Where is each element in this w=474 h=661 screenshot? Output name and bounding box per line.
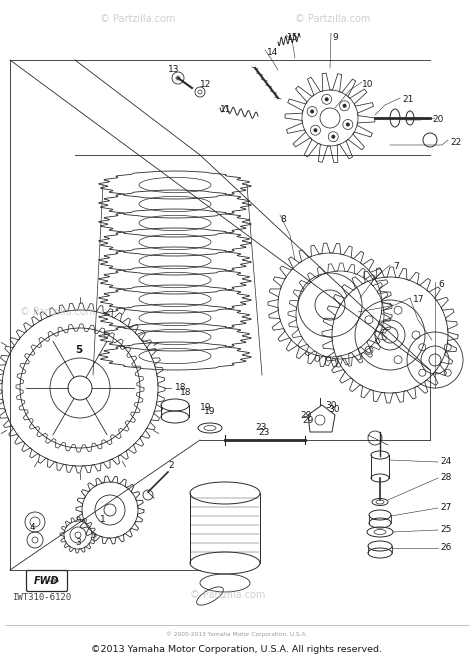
Text: 29: 29	[302, 416, 313, 425]
Text: 7: 7	[393, 262, 399, 271]
Text: 8: 8	[280, 215, 286, 224]
Text: 14: 14	[267, 48, 278, 57]
Text: 19: 19	[200, 403, 211, 412]
Circle shape	[343, 104, 346, 108]
Text: 27: 27	[440, 504, 451, 512]
Text: 5: 5	[75, 345, 82, 355]
Text: 21: 21	[402, 95, 413, 104]
Text: 29: 29	[300, 411, 311, 420]
Text: 2: 2	[168, 461, 173, 470]
Text: 19: 19	[204, 407, 216, 416]
Text: 18: 18	[180, 388, 191, 397]
Circle shape	[346, 122, 350, 126]
Text: © Partzilla.com: © Partzilla.com	[100, 14, 175, 24]
Circle shape	[310, 110, 314, 114]
Text: © Partzilla.com: © Partzilla.com	[295, 14, 370, 24]
Text: ©2013 Yamaha Motor Corporation, U.S.A. All rights reserved.: ©2013 Yamaha Motor Corporation, U.S.A. A…	[91, 646, 383, 654]
Text: 18: 18	[175, 383, 186, 392]
Text: 10: 10	[362, 80, 374, 89]
Text: 20: 20	[432, 115, 443, 124]
Text: 9: 9	[332, 33, 338, 42]
Text: © Partzilla.com: © Partzilla.com	[20, 307, 95, 317]
Text: 3: 3	[75, 538, 81, 547]
Text: 30: 30	[328, 405, 339, 414]
Text: IWT310-6120: IWT310-6120	[12, 593, 71, 602]
Text: 22: 22	[450, 138, 461, 147]
Text: 30: 30	[325, 401, 337, 410]
Circle shape	[331, 135, 335, 139]
Circle shape	[325, 97, 328, 101]
Text: 15: 15	[287, 33, 299, 42]
Text: 13: 13	[168, 65, 180, 74]
Text: 24: 24	[440, 457, 451, 467]
Text: 23: 23	[258, 428, 269, 437]
Text: 28: 28	[440, 473, 451, 483]
Text: 17: 17	[413, 295, 425, 304]
Text: 6: 6	[438, 280, 444, 289]
Circle shape	[313, 128, 318, 132]
Text: © Partzilla.com: © Partzilla.com	[190, 590, 265, 600]
Text: 1: 1	[100, 515, 106, 524]
Text: FWD: FWD	[34, 576, 60, 586]
Text: 26: 26	[440, 543, 451, 553]
Text: 4: 4	[30, 523, 36, 532]
Text: 25: 25	[440, 525, 451, 535]
Text: © 2005-2013 Yamaha Motor Corporation. U.S.A.: © 2005-2013 Yamaha Motor Corporation. U.…	[166, 631, 308, 637]
Text: 11: 11	[220, 105, 231, 114]
Text: 23: 23	[255, 423, 266, 432]
Text: 12: 12	[200, 80, 211, 89]
Circle shape	[175, 75, 181, 81]
